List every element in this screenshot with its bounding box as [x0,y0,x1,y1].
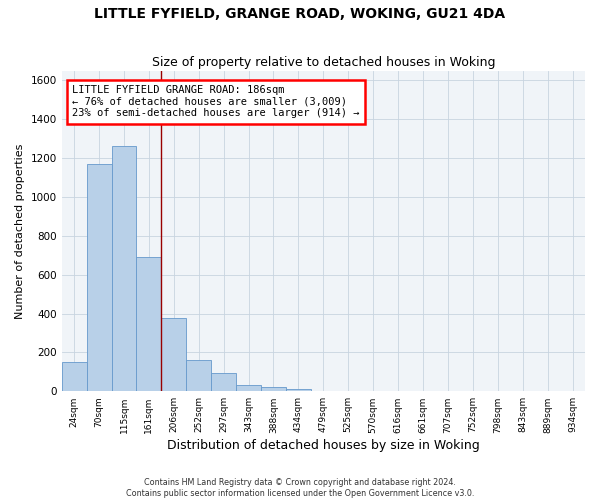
Bar [86,164,112,392]
Text: Contains HM Land Registry data © Crown copyright and database right 2024.
Contai: Contains HM Land Registry data © Crown c… [126,478,474,498]
Bar [186,360,211,392]
Bar [136,257,161,392]
X-axis label: Distribution of detached houses by size in Woking: Distribution of detached houses by size … [167,440,480,452]
Bar [112,146,136,392]
Bar [62,362,86,392]
Y-axis label: Number of detached properties: Number of detached properties [15,144,25,318]
Bar [236,384,261,392]
Bar [211,374,236,392]
Title: Size of property relative to detached houses in Woking: Size of property relative to detached ho… [152,56,495,70]
Text: LITTLE FYFIELD, GRANGE ROAD, WOKING, GU21 4DA: LITTLE FYFIELD, GRANGE ROAD, WOKING, GU2… [94,8,506,22]
Bar [286,390,311,392]
Bar [161,318,186,392]
Text: LITTLE FYFIELD GRANGE ROAD: 186sqm
← 76% of detached houses are smaller (3,009)
: LITTLE FYFIELD GRANGE ROAD: 186sqm ← 76%… [72,85,359,118]
Bar [261,388,286,392]
